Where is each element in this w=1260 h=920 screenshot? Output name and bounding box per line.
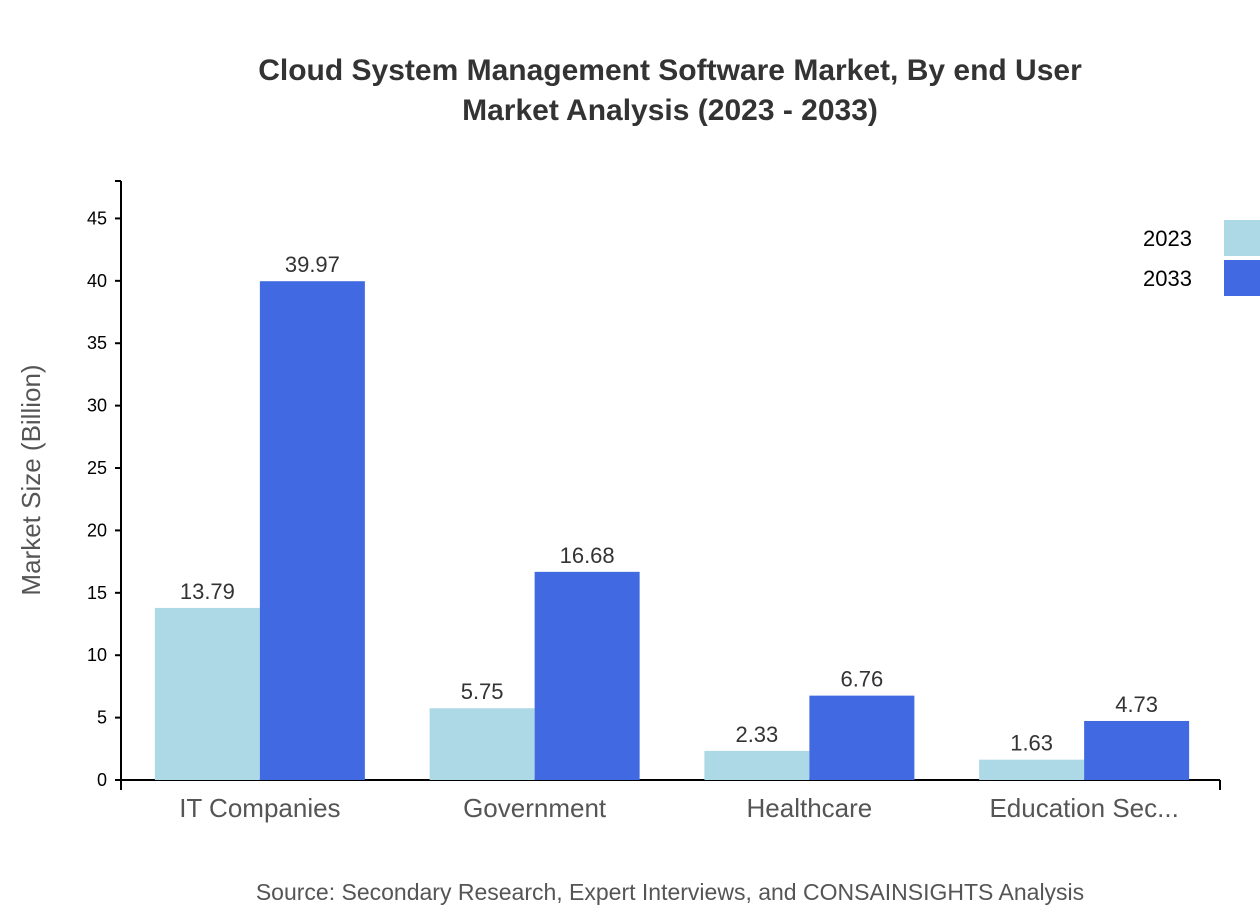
x-tick-label: IT Companies bbox=[179, 793, 340, 823]
bars: 13.79 39.97 5.75 16.68 2.33 6.76 1.63 4.73 bbox=[154, 252, 1190, 780]
y-tick-label: 15 bbox=[87, 583, 107, 603]
data-label: 16.68 bbox=[560, 543, 615, 568]
y-tick-label: 45 bbox=[87, 208, 107, 228]
data-label: 1.63 bbox=[1010, 731, 1053, 756]
y-tick-label: 5 bbox=[97, 708, 107, 728]
bar-2033 bbox=[259, 281, 365, 780]
data-label: 5.75 bbox=[461, 679, 504, 704]
source-note: Source: Secondary Research, Expert Inter… bbox=[256, 879, 1084, 905]
legend-swatch bbox=[1224, 260, 1260, 296]
legend-swatch bbox=[1224, 220, 1260, 256]
bar-2023 bbox=[704, 750, 810, 780]
bar-2023 bbox=[429, 708, 535, 780]
legend-label: 2023 bbox=[1143, 226, 1192, 251]
data-label: 13.79 bbox=[180, 579, 235, 604]
data-label: 6.76 bbox=[840, 667, 883, 692]
bar-2023 bbox=[154, 607, 260, 780]
chart-title-line-1: Cloud System Management Software Market,… bbox=[258, 54, 1082, 87]
bar-2033 bbox=[809, 695, 915, 780]
y-axis: 0 5 10 15 20 25 30 35 40 45 bbox=[87, 180, 122, 790]
bar-2023 bbox=[979, 759, 1085, 780]
bar-2033 bbox=[534, 571, 640, 780]
x-tick-label: Healthcare bbox=[747, 793, 873, 823]
y-tick-label: 0 bbox=[97, 770, 107, 790]
y-tick-label: 20 bbox=[87, 520, 107, 540]
data-label: 39.97 bbox=[285, 252, 340, 277]
y-tick-label: 30 bbox=[87, 396, 107, 416]
y-tick-label: 10 bbox=[87, 645, 107, 665]
y-tick-label: 40 bbox=[87, 271, 107, 291]
x-axis: IT Companies Government Healthcare Educatio… bbox=[120, 779, 1221, 823]
y-tick-label: 35 bbox=[87, 333, 107, 353]
x-tick-label: Education Sec... bbox=[989, 793, 1178, 823]
y-axis-label: Market Size (Billion) bbox=[16, 364, 46, 595]
bar-2033 bbox=[1084, 720, 1190, 780]
y-tick-label: 25 bbox=[87, 458, 107, 478]
x-tick-label: Government bbox=[463, 793, 607, 823]
legend: 2023 2033 bbox=[1143, 220, 1260, 296]
data-label: 2.33 bbox=[735, 722, 778, 747]
legend-label: 2033 bbox=[1143, 266, 1192, 291]
data-label: 4.73 bbox=[1115, 692, 1158, 717]
chart-title-line-2: Market Analysis (2023 - 2033) bbox=[462, 94, 878, 127]
